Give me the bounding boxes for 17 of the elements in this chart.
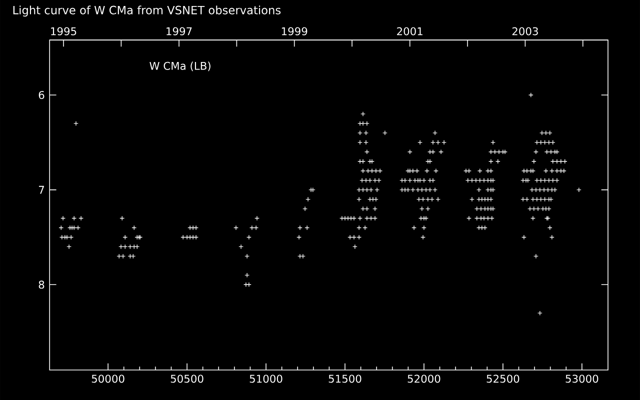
x-tick-label: 52000	[408, 374, 440, 383]
x2-tick-label: 1997	[166, 27, 192, 36]
annotation: W CMa (LB)	[150, 62, 210, 72]
x2-tick-label: 1999	[282, 27, 308, 36]
x-tick-label: 51000	[250, 374, 282, 383]
y-tick-label: 7	[38, 186, 44, 194]
x2-tick-label: 1995	[51, 27, 76, 36]
x-tick-label: 53000	[566, 374, 598, 383]
chart-title: Light curve of W CMa from VSNET observations	[13, 6, 281, 17]
x2-tick-label: 2001	[397, 27, 422, 36]
y-tick-label: 8	[38, 280, 44, 289]
x-tick-label: 52500	[486, 374, 520, 383]
x2-tick-label: 2003	[512, 27, 538, 36]
x-tick-label: 50500	[170, 374, 204, 383]
y-tick-label: 6	[38, 90, 44, 100]
x-tick-label: 50000	[92, 374, 124, 383]
x-tick-label: 51500	[328, 374, 362, 383]
